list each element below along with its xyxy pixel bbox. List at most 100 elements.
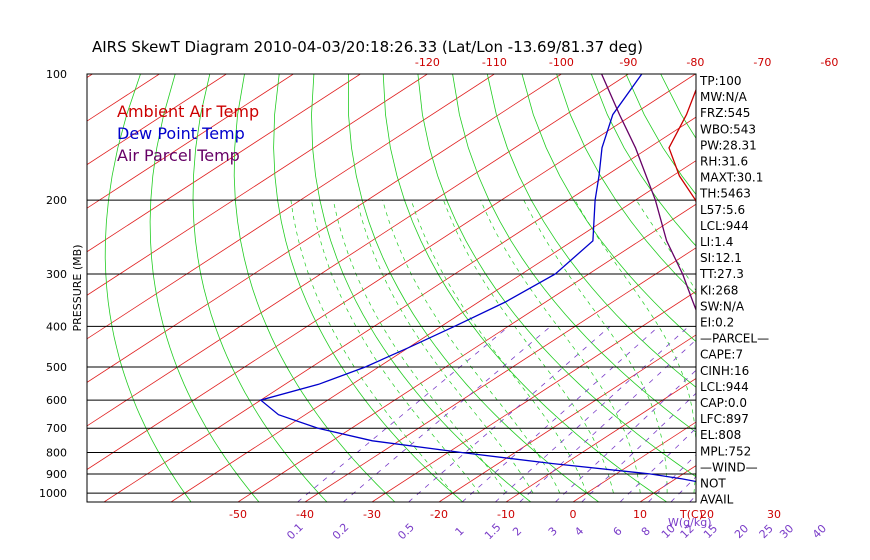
mixing-ratio-tick-label: 1.5 (482, 521, 504, 543)
mixing-ratio-line (744, 326, 870, 502)
index-entry: MW:N/A (700, 90, 748, 104)
top-temp-tick-label: -120 (415, 56, 440, 69)
dry-adiabat-line (104, 74, 192, 502)
index-entry: LI:1.4 (700, 235, 733, 249)
isotherm-line (438, 334, 696, 502)
dry-adiabat-line (834, 74, 870, 502)
dry-adiabat-line (273, 74, 464, 502)
pressure-tick-label: 600 (46, 394, 67, 407)
moist-adiabat-line (801, 200, 870, 493)
isotherm-line (87, 74, 495, 340)
index-entry: WBO:543 (700, 122, 756, 136)
legend-entry-dew-point-temp: Dew Point Temp (117, 124, 245, 143)
isotherm-line (87, 74, 696, 470)
series-ambient-air-temp-line (668, 88, 696, 205)
top-temp-tick-label: -80 (686, 56, 704, 69)
mixing-ratio-line (670, 476, 696, 502)
index-entry: MAXT:30.1 (700, 171, 763, 185)
pressure-tick-label: 100 (46, 68, 67, 81)
index-entry: MPL:752 (700, 444, 751, 458)
dry-adiabat-line (799, 74, 870, 502)
moist-adiabat-line (290, 200, 453, 494)
bottom-temp-tick-label: -40 (296, 508, 314, 521)
bottom-temp-tick-label: -50 (229, 508, 247, 521)
mixing-ratio-axis-label: W(g/kg) (668, 516, 712, 529)
mixing-ratio-line (297, 326, 510, 502)
index-entry: EI:0.2 (700, 316, 734, 330)
mixing-ratio-tick-label: 40 (810, 522, 829, 541)
isotherm-line (87, 74, 629, 427)
dry-adiabat-line (660, 74, 696, 139)
isotherm-line (237, 203, 696, 502)
isotherm-line (774, 74, 870, 502)
mixing-ratio-tick-label: 0.5 (395, 521, 417, 543)
moist-adiabat-line (774, 200, 820, 493)
moist-adiabat-line (311, 200, 480, 494)
isotherm-line (87, 74, 294, 209)
isotherm-line (87, 74, 428, 296)
mixing-ratio-tick-label: 0.2 (330, 521, 352, 543)
index-entry: CAP:0.0 (700, 396, 747, 410)
mixing-ratio-tick-label: 30 (777, 522, 796, 541)
mixing-ratio-tick-label: 0.1 (284, 521, 306, 543)
pressure-tick-label: 200 (46, 194, 67, 207)
bottom-temp-tick-label: 20 (700, 508, 714, 521)
bottom-temp-tick-label: 0 (570, 508, 577, 521)
dry-adiabat-line (311, 74, 532, 502)
index-entry: PW:28.31 (700, 138, 757, 152)
index-entry: L57:5.6 (700, 203, 745, 217)
top-temp-tick-label: -60 (820, 56, 838, 69)
isotherm-line (87, 74, 562, 383)
moist-adiabat-line (410, 200, 588, 494)
moist-adiabat-line (480, 200, 641, 494)
dry-adiabat-line (765, 74, 870, 502)
plot-area (87, 74, 870, 502)
pressure-tick-label: 300 (46, 268, 67, 281)
temp-axis-label: T(C) (679, 508, 703, 521)
index-entry: SI:12.1 (700, 251, 742, 265)
index-entry: RH:31.6 (700, 155, 748, 169)
dry-adiabat-line (233, 74, 396, 502)
legend-entry-air-parcel-temp: Air Parcel Temp (117, 146, 240, 165)
dry-adiabat-line (452, 74, 696, 433)
pressure-tick-label: 900 (46, 468, 67, 481)
dry-adiabat-line (556, 74, 696, 296)
moist-adiabat-line (356, 200, 534, 494)
series-air-parcel-temp-line (601, 74, 696, 312)
isotherm-line (371, 290, 696, 502)
index-entry: LFC:897 (700, 412, 749, 426)
mixing-ratio-line (769, 326, 870, 502)
isotherm-line (170, 160, 696, 502)
mixing-ratio-tick-label: 4 (572, 524, 586, 538)
sounding-curves (259, 74, 696, 483)
index-entry: TP:100 (699, 74, 742, 88)
pressure-tick-label: 800 (46, 447, 67, 460)
top-temp-tick-label: -110 (482, 56, 507, 69)
pressure-tick-label: 700 (46, 422, 67, 435)
index-entry: AVAIL (700, 493, 734, 507)
moist-adiabat-line (855, 200, 870, 493)
mixing-ratio-line (789, 326, 870, 502)
index-entry: CINH:16 (700, 364, 749, 378)
isotherm-line (87, 74, 227, 166)
dry-adiabat-line (149, 74, 260, 502)
isotherm-line (304, 247, 696, 502)
pressure-tick-label: 1000 (39, 487, 67, 500)
index-entry: SW:N/A (700, 299, 745, 313)
index-entry: FRZ:545 (700, 106, 750, 120)
bottom-temp-tick-label: 10 (633, 508, 647, 521)
mixing-ratio-line (519, 339, 696, 502)
isotherm-line (505, 378, 696, 502)
moist-adiabat-line (828, 200, 870, 493)
mixing-ratio-tick-label: 3 (546, 524, 560, 538)
index-entry: NOT (700, 477, 726, 491)
mixing-ratio-tick-label: 20 (732, 522, 751, 541)
bottom-temp-tick-label: -10 (497, 508, 515, 521)
plot-frame (86, 73, 697, 503)
bottom-temp-tick-label: -20 (430, 508, 448, 521)
index-entry: KI:268 (700, 283, 738, 297)
dry-adiabat-line (382, 74, 667, 502)
top-temp-tick-label: -70 (753, 56, 771, 69)
index-entry: CAPE:7 (700, 348, 743, 362)
